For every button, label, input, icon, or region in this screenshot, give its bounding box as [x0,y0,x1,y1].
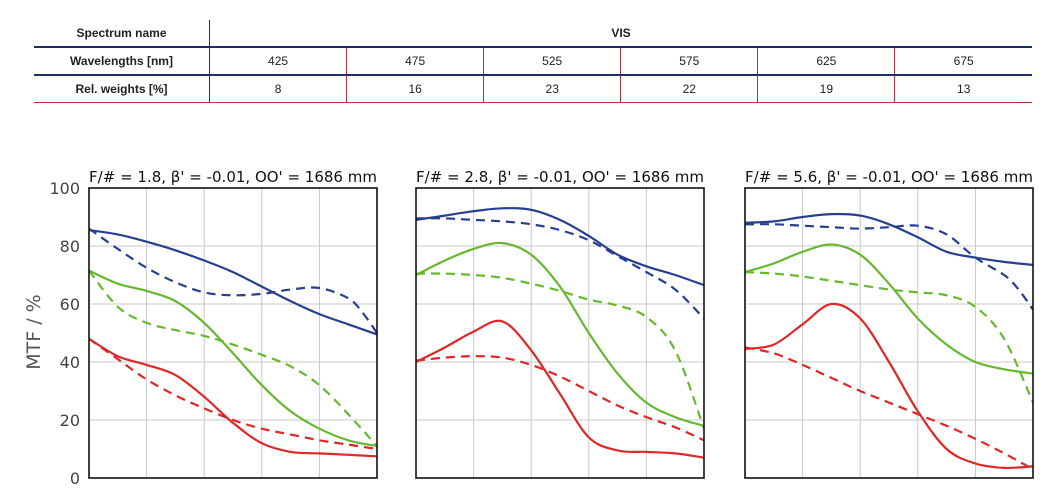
chart-title: F/# = 2.8, β' = -0.01, OO' = 1686 mm [416,168,704,186]
mtf-series-blue-dashed [415,217,705,320]
mtf-series-red-dashed [88,337,378,451]
wavelength-cell: 625 [757,47,895,76]
mtf-series-red-dashed [744,346,1034,471]
spectrum-table: Spectrum name VIS Wavelengths [nm] 425 4… [34,20,1032,103]
mtf-series-red-solid [88,337,378,458]
mtf-series-blue-dashed [88,227,378,334]
y-tick-label: 60 [60,295,80,314]
mtf-series-blue-solid [88,229,378,336]
mtf-series-green-solid [88,269,378,448]
wavelength-cell: 675 [894,47,1032,76]
chart-title: F/# = 1.8, β' = -0.01, OO' = 1686 mm [89,168,377,186]
mtf-series-green-dashed [744,271,1035,404]
mtf-series-green-solid [744,243,1034,375]
plot-frame [415,187,705,479]
y-tick-label: 0 [70,469,80,488]
weight-cell: 16 [346,75,484,103]
weight-cell: 8 [208,75,347,103]
spectrum-name-value: VIS [209,20,1032,48]
y-tick-label: 100 [49,179,80,198]
wavelength-cell: 525 [483,47,621,76]
mtf-series-red-dashed [415,355,705,442]
mtf-series-red-solid [415,319,705,459]
mtf-series-red-solid [744,302,1034,470]
plot-frame [88,187,378,479]
mtf-series-green-solid [415,241,705,427]
wavelength-cell: 425 [208,47,347,76]
wavelengths-row: Wavelengths [nm] 425 475 525 575 625 675 [34,47,1032,76]
chart-title: F/# = 5.6, β' = -0.01, OO' = 1686 mm [745,168,1033,186]
weights-row: Rel. weights [%] 8 16 23 22 19 13 [34,75,1032,103]
y-tick-label: 20 [60,411,80,430]
spectrum-name-label: Spectrum name [34,20,210,48]
y-tick-label: 40 [60,353,80,372]
y-axis-label: MTF / % [23,294,45,369]
wavelengths-label: Wavelengths [nm] [34,47,210,76]
spectrum-row: Spectrum name VIS [34,20,1032,48]
weight-cell: 22 [620,75,758,103]
weights-label: Rel. weights [%] [34,75,210,103]
mtf-series-green-dashed [415,272,706,430]
wavelength-cell: 475 [346,47,484,76]
mtf-series-blue-solid [744,212,1034,266]
weight-cell: 23 [483,75,621,103]
wavelength-cell: 575 [620,47,758,76]
plot-frame [744,187,1034,479]
y-tick-label: 80 [60,237,80,256]
mtf-series-blue-solid [415,207,705,287]
mtf-series-green-dashed [88,269,378,447]
mtf-series-blue-dashed [744,223,1034,311]
weight-cell: 19 [757,75,895,103]
weight-cell: 13 [894,75,1032,103]
